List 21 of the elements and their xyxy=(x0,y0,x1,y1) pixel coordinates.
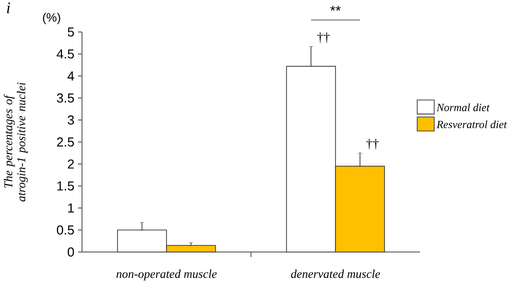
legend-label: Normal diet xyxy=(436,103,490,112)
annotation: †† xyxy=(317,32,330,43)
y-tick-label: 4.5 xyxy=(56,49,74,59)
y-tick-label: 0.5 xyxy=(56,225,74,235)
annotation: †† xyxy=(366,138,379,150)
y-tick-label: 3 xyxy=(68,115,74,125)
x-tick-label: non-operated muscle xyxy=(116,270,217,280)
y-tick-label: 2 xyxy=(68,159,74,169)
y-axis-title: The percentages of atrogin-1 positive nuclei xyxy=(4,82,28,202)
legend-label: Resveratrol diet xyxy=(436,120,507,128)
y-tick-label: 0 xyxy=(68,247,74,257)
y-tick-label: 1 xyxy=(68,204,74,212)
y-tick-label: 5 xyxy=(68,27,74,37)
y-tick-label: 2.5 xyxy=(57,137,74,147)
y-tick-label: 1.5 xyxy=(57,181,74,191)
y-tick-label: 3.5 xyxy=(56,93,74,103)
y-tick-label: 4 xyxy=(68,72,74,80)
text: (%) xyxy=(42,12,60,24)
text: ** xyxy=(330,6,341,11)
text: i xyxy=(7,2,10,14)
x-tick-label: denervated muscle xyxy=(291,270,380,278)
